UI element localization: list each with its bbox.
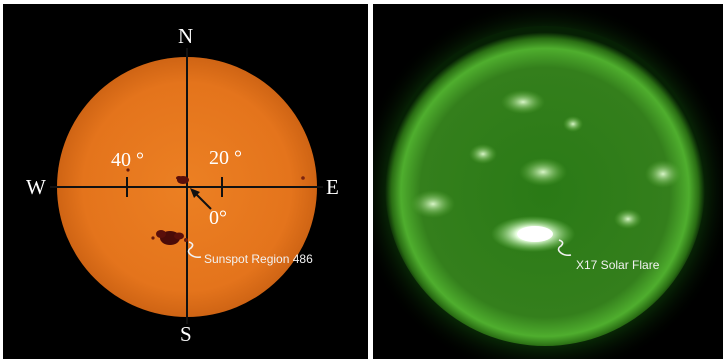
active-region xyxy=(501,90,545,114)
corona-graphic xyxy=(373,4,723,359)
west-label: W xyxy=(26,175,46,199)
center-pointer-arrow xyxy=(194,192,212,210)
solar-disk-euv xyxy=(385,26,705,346)
flare-pointer-squiggle xyxy=(557,239,572,257)
sunspot-small xyxy=(126,168,130,172)
active-region xyxy=(469,144,497,164)
sunspot-pointer-squiggle xyxy=(187,241,202,259)
arrow-head-icon xyxy=(190,188,200,198)
east-label: E xyxy=(326,175,339,199)
active-region xyxy=(411,190,455,218)
sunspot-small xyxy=(301,176,305,180)
sunspot-region-caption: Sunspot Region 486 xyxy=(204,252,313,266)
longitude-0-label: 0° xyxy=(209,207,227,229)
sunspot-small xyxy=(176,176,182,180)
south-label: S xyxy=(180,322,192,346)
sun-disk-graphic xyxy=(50,48,323,324)
active-region xyxy=(645,160,681,188)
longitude-40-label: 40 ° xyxy=(111,149,144,171)
sunspot-image-panel: N S W E 40 ° 20 ° 0° Sunspot Region 486 xyxy=(3,4,368,359)
longitude-20-label: 20 ° xyxy=(209,147,242,169)
flare-caption: X17 Solar Flare xyxy=(576,258,660,272)
north-label: N xyxy=(178,24,194,48)
flare-core xyxy=(517,226,553,242)
active-region xyxy=(563,116,583,132)
active-region xyxy=(614,209,642,229)
euv-flare-image-panel: X17 Solar Flare xyxy=(373,4,723,359)
active-region xyxy=(519,158,567,186)
sunspot-region-486 xyxy=(151,230,188,245)
